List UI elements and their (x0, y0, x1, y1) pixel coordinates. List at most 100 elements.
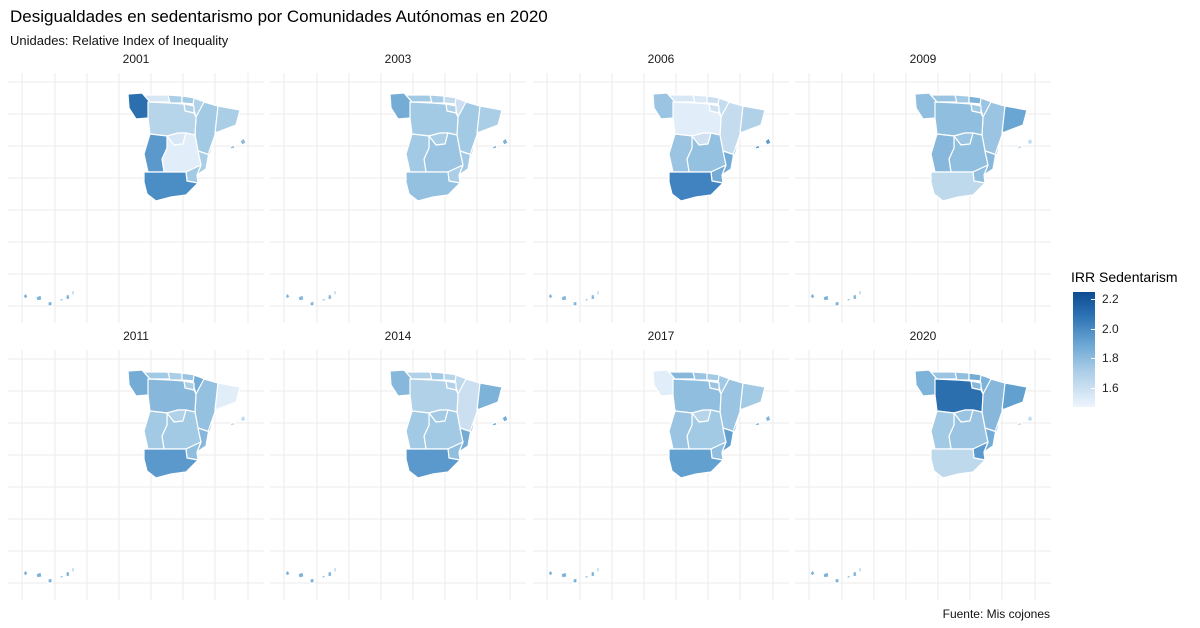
region-cantabria (954, 371, 970, 381)
region-andalucia (930, 448, 986, 479)
panel-map (533, 350, 789, 600)
region-canarias-island (596, 566, 600, 573)
region-baleares-island (759, 426, 763, 430)
region-canarias-island (327, 293, 333, 301)
region-baleares (239, 137, 247, 146)
panel-map (270, 73, 526, 323)
region-canarias-island (590, 293, 596, 301)
color-legend: IRR Sedentarism 2.2 2.0 1.8 1.6 (1071, 269, 1196, 419)
region-andalucia (405, 171, 461, 202)
region-extremadura (405, 133, 430, 173)
region-canarias (809, 292, 816, 300)
region-baleares-island (1021, 149, 1025, 153)
legend-ticks: 2.2 2.0 1.8 1.6 (1071, 269, 1196, 419)
region-baleares-island (229, 144, 236, 150)
panel-title: 2011 (123, 329, 149, 343)
region-canarias-island (846, 297, 851, 302)
region-canarias (22, 569, 29, 577)
region-canarias-island (333, 289, 337, 296)
panel-map (8, 350, 264, 600)
region-baleares-island (229, 421, 236, 427)
legend-tick-mark (1091, 358, 1096, 360)
legend-tick-mark (1091, 328, 1096, 330)
region-baleares (764, 414, 772, 423)
region-cantabria (954, 94, 970, 104)
region-canarias-island (572, 577, 578, 584)
region-canarias-island (822, 294, 830, 302)
legend-tick-mark (1091, 299, 1096, 301)
region-cataluna (214, 382, 241, 411)
region-canarias-island (35, 294, 43, 302)
region-canarias (22, 292, 29, 300)
region-cantabria (429, 94, 445, 104)
region-canarias-island (59, 297, 64, 302)
legend-colorbar (1073, 292, 1095, 407)
region-cataluna (739, 105, 766, 134)
region-cantabria (429, 371, 445, 381)
region-canarias-island (834, 300, 840, 307)
region-cantabria (167, 94, 183, 104)
region-cataluna (476, 382, 503, 411)
panel-map (270, 350, 526, 600)
region-canarias (284, 569, 291, 577)
region-canarias-island (71, 289, 75, 296)
legend-tick-label: 2.2 (1102, 292, 1119, 307)
region-canarias-island (858, 566, 862, 573)
region-canarias (547, 569, 554, 577)
panel-map (533, 73, 789, 323)
map-panel-2003: 2003 (270, 52, 526, 323)
region-canarias-island (59, 574, 64, 579)
region-baleares-island (491, 144, 498, 150)
region-canarias-island (47, 300, 53, 307)
map-panel-2006: 2006 (533, 52, 789, 323)
region-baleares-island (1016, 421, 1023, 427)
map-panel-2001: 2001 (8, 52, 264, 323)
region-canarias-island (297, 571, 305, 579)
region-canarias (547, 292, 554, 300)
map-panel-2011: 2011 (8, 329, 264, 600)
facet-grid: 2001 2003 2006 2009 2011 2014 2017 2020 (8, 52, 1051, 600)
region-canarias-island (321, 297, 326, 302)
region-canarias-island (834, 577, 840, 584)
region-canarias-island (297, 294, 305, 302)
region-baleares-island (754, 421, 761, 427)
region-extremadura (930, 133, 955, 173)
region-canarias-island (327, 570, 333, 578)
map-panel-2009: 2009 (795, 52, 1051, 323)
panel-map (8, 73, 264, 323)
region-baleares-island (1016, 144, 1023, 150)
region-baleares-island (754, 144, 761, 150)
panel-title: 2020 (909, 329, 937, 343)
map-panel-2014: 2014 (270, 329, 526, 600)
panel-title: 2003 (384, 52, 412, 66)
legend-tick-label: 1.6 (1102, 380, 1119, 395)
region-canarias-island (71, 566, 75, 573)
map-panel-2017: 2017 (533, 329, 789, 600)
region-baleares-island (234, 426, 238, 430)
region-extremadura (668, 133, 693, 173)
region-cataluna (214, 105, 241, 134)
legend-tick-mark (1091, 387, 1096, 389)
region-extremadura (668, 410, 693, 450)
chart-title: Desigualdades en sedentarismo por Comuni… (10, 7, 548, 26)
region-andalucia (143, 171, 199, 202)
region-baleares-island (496, 149, 500, 153)
region-andalucia (668, 171, 724, 202)
region-canarias-island (333, 566, 337, 573)
region-canarias-island (852, 293, 858, 301)
region-canarias (284, 292, 291, 300)
region-canarias-island (560, 571, 568, 579)
region-cataluna (476, 105, 503, 134)
region-canarias-island (65, 293, 71, 301)
region-andalucia (930, 171, 986, 202)
region-canarias-island (35, 571, 43, 579)
region-canarias-island (590, 570, 596, 578)
region-cantabria (167, 371, 183, 381)
legend-title: IRR Sedentarism (1071, 269, 1178, 285)
panel-map (795, 73, 1051, 323)
region-baleares-island (496, 426, 500, 430)
panel-title: 2001 (122, 52, 150, 66)
region-baleares (1026, 137, 1034, 146)
region-cataluna (1001, 105, 1028, 134)
region-canarias-island (822, 571, 830, 579)
